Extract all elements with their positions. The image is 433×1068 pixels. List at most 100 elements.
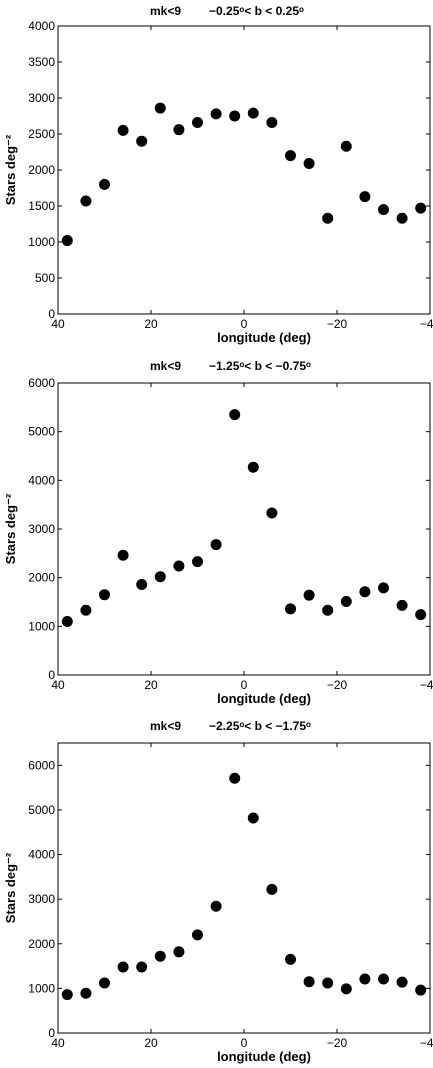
y-tick-label: 2000 <box>28 937 55 951</box>
data-point <box>136 578 148 590</box>
y-tick-label: 500 <box>35 271 55 285</box>
data-point <box>359 586 371 598</box>
data-point <box>99 178 110 190</box>
data-point <box>80 604 92 616</box>
data-point <box>154 950 166 962</box>
y-tick-label: 2000 <box>28 571 55 585</box>
plot-frame <box>57 382 431 676</box>
x-tick-label: 0 <box>241 678 248 692</box>
x-tick-label: 0 <box>241 1036 248 1050</box>
y-tick-label: 1000 <box>28 981 55 995</box>
data-point <box>136 135 148 147</box>
data-point <box>210 108 222 120</box>
data-point <box>192 556 203 568</box>
x-tick-label: −40 <box>420 678 433 692</box>
data-point <box>247 812 259 824</box>
data-point <box>415 984 427 996</box>
data-point <box>173 560 185 572</box>
data-point <box>117 961 129 973</box>
x-tick-label: −20 <box>327 1036 348 1050</box>
data-point <box>340 596 352 608</box>
data-point <box>396 976 408 988</box>
y-tick-label: 0 <box>48 307 55 321</box>
chart-title-left: mk<9 <box>150 359 181 373</box>
data-point <box>210 539 222 551</box>
data-point <box>340 983 352 995</box>
data-point <box>80 987 92 999</box>
data-point <box>192 929 203 941</box>
y-tick-label: 1000 <box>28 619 55 633</box>
y-tick-label: 3000 <box>28 892 55 906</box>
data-point <box>415 202 427 214</box>
y-tick-label: 3500 <box>28 55 55 69</box>
data-point <box>99 589 110 601</box>
y-axis-label: Stars deg⁻² <box>3 134 18 205</box>
chart-panel-3: mk<9 −2.25ᵒ< b < −1.75ᵒ 40 20 0 −20 −40 0 1000 20… <box>3 719 433 1064</box>
data-point <box>229 409 241 421</box>
data-point <box>266 883 278 895</box>
x-tick-label: −20 <box>327 317 348 331</box>
data-point <box>378 582 389 594</box>
data-point <box>229 110 241 122</box>
data-point <box>80 195 92 207</box>
x-tick-label: 20 <box>144 678 158 692</box>
plot-frame <box>57 742 431 1034</box>
data-point <box>229 772 241 784</box>
y-tick-label: 0 <box>48 668 55 682</box>
x-tick-label: 0 <box>241 317 248 331</box>
y-tick-label: 2500 <box>28 127 55 141</box>
chart-title-right: −0.25ᵒ< b < 0.25ᵒ <box>209 4 304 18</box>
y-tick-label: 4000 <box>28 848 55 862</box>
y-tick-label: 4000 <box>28 19 55 33</box>
y-tick-label: 1000 <box>28 235 55 249</box>
data-point <box>285 150 296 162</box>
data-point <box>303 158 315 170</box>
x-axis-label: longitude (deg) <box>217 330 311 345</box>
y-axis-label: Stars deg⁻² <box>3 493 18 564</box>
data-point <box>396 599 408 611</box>
x-tick-label: 20 <box>144 317 158 331</box>
data-point <box>61 989 73 1001</box>
chart-title-right: −1.25ᵒ< b < −0.75ᵒ <box>209 359 311 373</box>
y-tick-label: 3000 <box>28 522 55 536</box>
data-point <box>322 604 334 616</box>
y-tick-label: 6000 <box>28 376 55 390</box>
chart-title-left: mk<9 <box>150 719 181 733</box>
x-tick-label: 40 <box>51 1036 65 1050</box>
y-tick-label: 1500 <box>28 199 55 213</box>
chart-title-right: −2.25ᵒ< b < −1.75ᵒ <box>209 719 311 733</box>
data-point <box>266 507 278 519</box>
y-axis-label: Stars deg⁻² <box>3 852 18 923</box>
data-point <box>359 191 371 203</box>
x-tick-label: 40 <box>51 678 65 692</box>
data-point <box>396 212 408 224</box>
data-point <box>322 212 334 224</box>
x-tick-label: 20 <box>144 1036 158 1050</box>
data-point <box>359 973 371 985</box>
data-point <box>415 609 427 621</box>
data-point <box>285 603 296 615</box>
x-tick-label: −40 <box>420 1036 433 1050</box>
y-tick-label: 6000 <box>28 758 55 772</box>
data-point <box>154 571 166 583</box>
data-point <box>61 235 73 247</box>
data-point <box>303 589 315 601</box>
y-tick-label: 5000 <box>28 803 55 817</box>
x-tick-label: −40 <box>420 317 433 331</box>
x-tick-label: 40 <box>51 317 65 331</box>
chart-title-left: mk<9 <box>150 4 181 18</box>
data-point <box>99 977 110 989</box>
data-point <box>247 461 259 473</box>
data-point <box>173 946 185 958</box>
chart-panel-1: mk<9 −0.25ᵒ< b < 0.25ᵒ 40 20 0 −20 −40 0 500 1000… <box>3 4 433 345</box>
data-point <box>173 124 185 136</box>
data-point <box>322 977 334 989</box>
data-point <box>117 549 129 561</box>
x-axis-label: longitude (deg) <box>217 1049 311 1064</box>
data-point <box>117 124 129 136</box>
data-point <box>154 102 166 114</box>
data-point <box>136 961 148 973</box>
data-point <box>210 900 222 912</box>
data-point <box>61 615 73 627</box>
